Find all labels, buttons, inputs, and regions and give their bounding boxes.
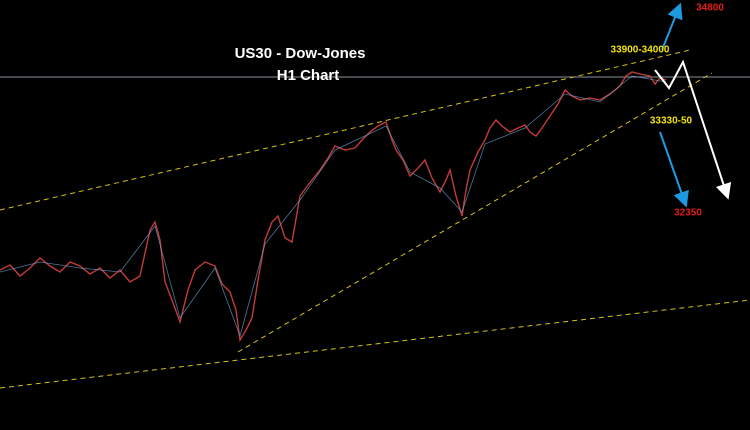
chart-title: US30 - Dow-Jones <box>235 45 366 62</box>
upper-target-label: 34800 <box>696 3 724 14</box>
resistance-label: 33900-34000 <box>611 45 670 56</box>
chart-subtitle: H1 Chart <box>277 67 340 84</box>
lower-trend-line <box>237 72 713 353</box>
upper-trend-line <box>0 49 691 211</box>
support-label: 33330-50 <box>650 116 693 127</box>
down-arrow <box>659 131 689 208</box>
lower-target-label: 32350 <box>674 208 702 219</box>
trend-lines <box>0 49 750 389</box>
price-series <box>0 71 667 343</box>
price-series-shadow <box>0 75 667 338</box>
up-arrow <box>661 2 683 51</box>
projection-path <box>654 59 732 200</box>
